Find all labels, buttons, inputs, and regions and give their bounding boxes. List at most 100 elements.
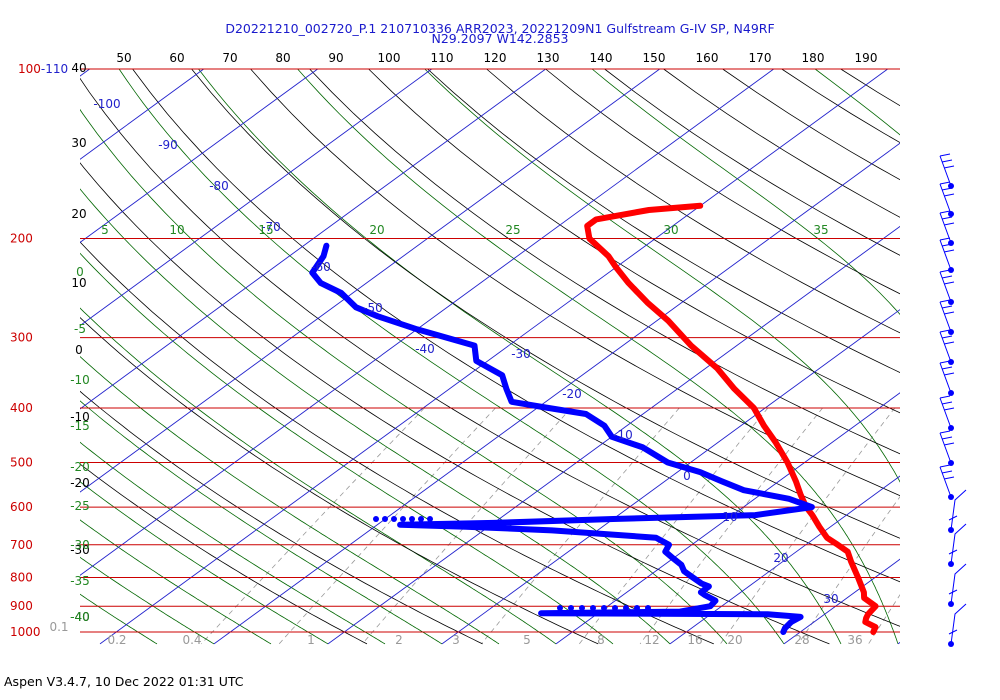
moist-adiabat-label: 30 (663, 223, 678, 237)
dewpoint-point (579, 605, 585, 611)
mixing-ratio-line (868, 594, 900, 645)
wind-barb (948, 523, 967, 565)
moist-adiabat-label: 0 (76, 265, 84, 279)
top-axis-tick-label: 170 (749, 51, 772, 65)
isotherm-label: -80 (209, 179, 229, 193)
moist-adiabat-label: -10 (70, 373, 90, 387)
dry-adiabat-line (191, 68, 900, 539)
dewpoint-point (612, 605, 618, 611)
pressure-tick-label: 200 (10, 231, 33, 245)
top-axis-tick-label: 110 (431, 51, 454, 65)
mixing-ratio-line (361, 407, 572, 645)
dry-adiabat-line (368, 68, 900, 414)
moist-adiabat-line (198, 68, 842, 645)
moist-adiabat-line (424, 68, 900, 483)
top-axis-tick-label: 70 (222, 51, 237, 65)
wind-barb (939, 329, 955, 363)
moist-adiabat-label: 10 (169, 223, 184, 237)
isotherm-label: -40 (415, 342, 435, 356)
dewpoint-point (418, 516, 424, 522)
wind-barb (939, 153, 955, 187)
dewpoint-point (634, 605, 640, 611)
dewpoint-point (557, 605, 563, 611)
dry-adiabat-line (80, 77, 900, 627)
mixing-ratio-label: 5 (523, 633, 531, 647)
isotherm-line (213, 142, 900, 645)
left-axis-tick-label: -40 (70, 610, 90, 624)
dewpoint-point (382, 516, 388, 522)
isobars (80, 68, 900, 633)
wind-barb (939, 237, 955, 271)
top-axis-tick-label: 180 (802, 51, 825, 65)
isotherm-line (555, 392, 900, 645)
left-axis-tick-label: 20 (71, 207, 86, 221)
wind-barb (939, 395, 955, 429)
dry-adiabat-line (840, 68, 900, 107)
pressure-tick-label-suffix: -110 (41, 62, 68, 76)
isotherm-line (80, 68, 204, 160)
moist-adiabat-line (591, 68, 900, 315)
pressure-tick-label: 100-110 (18, 62, 68, 76)
dry-adiabat-line (781, 68, 900, 144)
dewpoint-point (601, 605, 607, 611)
dewpoint-profile-line (309, 242, 815, 635)
moist-adiabat-line (80, 441, 386, 645)
moist-adiabat-label: -5 (74, 322, 86, 336)
wind-barb (939, 210, 955, 244)
dewpoint-point (590, 605, 596, 611)
moist-adiabat-line (80, 481, 329, 645)
dry-adiabat-line (604, 68, 900, 256)
top-axis-tick-label: 80 (275, 51, 290, 65)
dry-adiabat-line (132, 68, 900, 583)
pressure-tick-label: 400 (10, 401, 33, 415)
isotherm-line (669, 475, 900, 645)
moist-adiabat-label: -15 (70, 419, 90, 433)
isotherm-line (441, 309, 900, 645)
moist-adiabat-label: 5 (101, 223, 109, 237)
dewpoint-point (645, 605, 651, 611)
left-axis-tick-label: -10 (70, 410, 90, 424)
top-axis-tick-label: 100 (378, 51, 401, 65)
dry-adiabat-line (309, 68, 900, 455)
isotherm-line (783, 558, 900, 645)
isotherm-label: -10 (613, 428, 633, 442)
wind-barb (939, 430, 955, 464)
top-axis-tick-label: 50 (116, 51, 131, 65)
moist-adiabat-label: -35 (70, 574, 90, 588)
top-axis-tick-label: 190 (855, 51, 878, 65)
wind-barb (948, 489, 967, 531)
dewpoint-point (427, 516, 433, 522)
dry-adiabat-line (80, 241, 714, 645)
top-axis-tick-label: 140 (590, 51, 613, 65)
dry-adiabat-line (486, 68, 900, 334)
wind-barb (948, 603, 967, 645)
moist-adiabat-line (297, 68, 899, 645)
isotherm-label: -60 (311, 260, 331, 274)
profiles (309, 202, 879, 635)
dry-adiabat-line (80, 390, 483, 645)
left-axis-tick-label: 10 (71, 276, 86, 290)
left-axis-tick-label: 0 (75, 343, 83, 357)
top-axis-tick-label: 90 (328, 51, 343, 65)
left-axis-tick-label: 40 (71, 61, 86, 75)
isotherm-label: -50 (363, 301, 383, 315)
isotherm-label: 0 (683, 469, 691, 483)
dewpoint-point (373, 516, 379, 522)
isotherm-label: -20 (562, 387, 582, 401)
mixing-ratio-label: 1 (307, 633, 315, 647)
wind-barb (939, 181, 955, 215)
mixing-ratio-label: 8 (597, 633, 605, 647)
mixing-ratio-label: 12 (644, 633, 659, 647)
pressure-tick-label: 800 (10, 570, 33, 584)
top-axis-tick-label: 120 (484, 51, 507, 65)
isotherm-label: -30 (511, 347, 531, 361)
mixing-ratio-label: 36 (847, 633, 862, 647)
top-axis-tick-label: 130 (537, 51, 560, 65)
pressure-tick-label: 1000 (10, 625, 41, 639)
mixing-ratio-line (920, 408, 1000, 644)
isotherm-line (80, 68, 660, 493)
top-axis-tick-label: 150 (643, 51, 666, 65)
moist-adiabat-line (80, 108, 728, 645)
